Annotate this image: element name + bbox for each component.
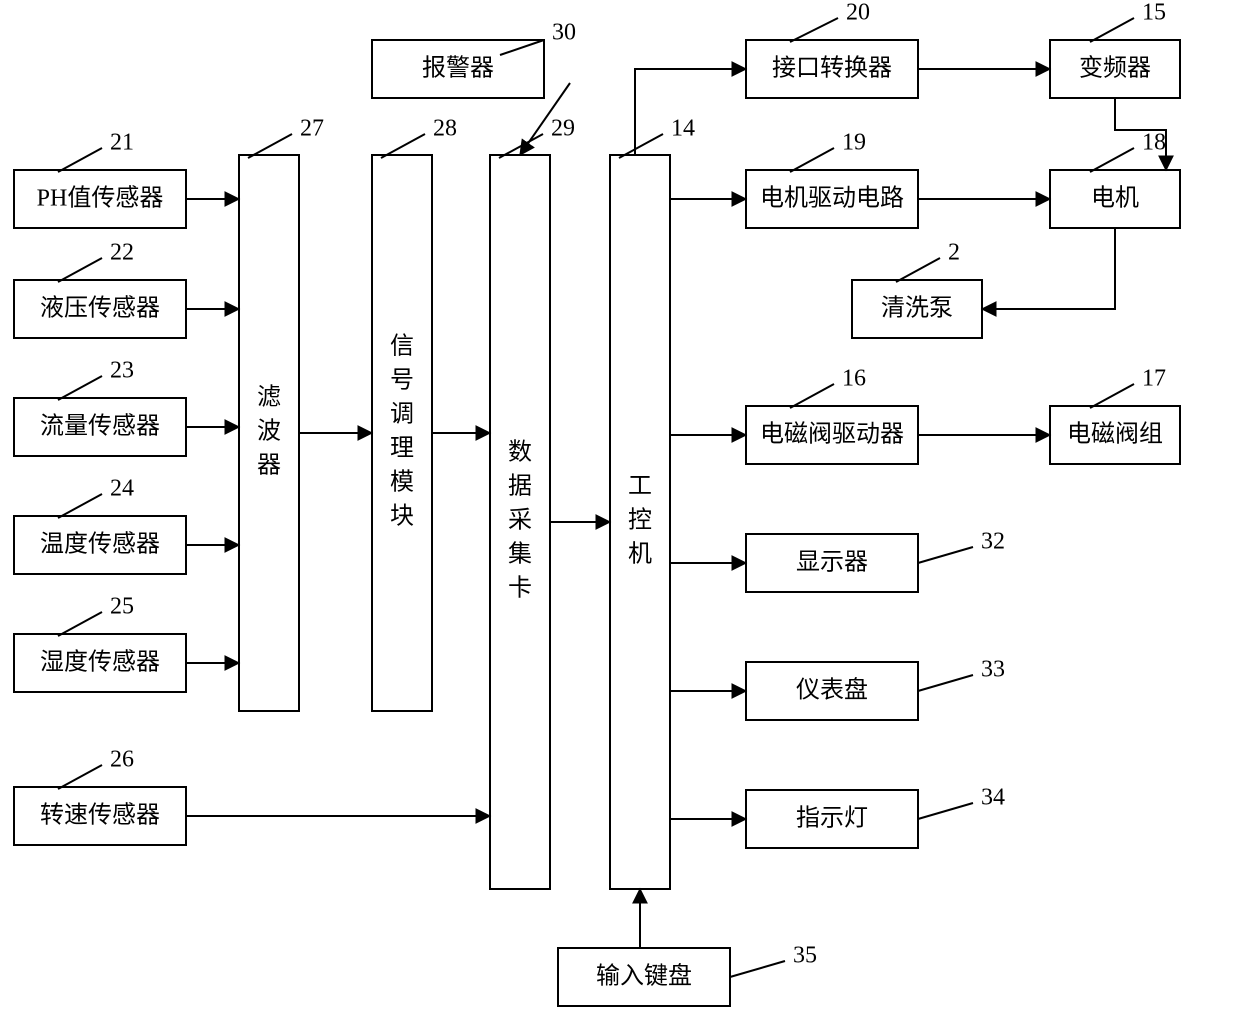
motor-box: 电机 18 xyxy=(1050,130,1180,229)
display-label: 显示器 xyxy=(796,550,868,576)
filter-label: 滤 xyxy=(257,384,281,411)
solenoidDriver-leader xyxy=(790,384,834,408)
hydraulicSensor-box: 液压传感器 22 xyxy=(14,240,186,339)
humiditySensor-leader xyxy=(58,612,102,636)
solenoidGroup-id: 17 xyxy=(1142,366,1166,392)
dashboard-leader xyxy=(918,675,973,691)
indicator-id: 34 xyxy=(981,785,1005,811)
display-box: 显示器 32 xyxy=(746,529,1005,593)
ipc-label: 机 xyxy=(628,541,652,568)
interfaceConv-id: 20 xyxy=(846,0,870,26)
keyboard-label: 输入键盘 xyxy=(596,963,692,990)
ipc-id: 14 xyxy=(671,116,695,142)
flowSensor-id: 23 xyxy=(110,358,134,384)
filter-box: 滤波器 27 xyxy=(239,116,324,712)
flowSensor-box: 流量传感器 23 xyxy=(14,358,186,457)
ipc-label: 控 xyxy=(628,507,652,534)
solenoidDriver-id: 16 xyxy=(842,366,866,392)
phSensor-id: 21 xyxy=(110,130,134,156)
motorDriver-leader xyxy=(790,148,834,172)
motor-label: 电机 xyxy=(1091,185,1139,212)
hydraulicSensor-id: 22 xyxy=(110,240,134,266)
tempSensor-label: 温度传感器 xyxy=(40,531,160,558)
speedSensor-id: 26 xyxy=(110,747,134,773)
filter-label: 器 xyxy=(257,453,281,479)
washPump-box: 清洗泵 2 xyxy=(852,240,982,339)
daq-label: 卡 xyxy=(508,575,532,602)
interfaceConv-label: 接口转换器 xyxy=(772,55,892,82)
inverter-label: 变频器 xyxy=(1079,55,1151,82)
display-leader xyxy=(918,547,973,563)
connector-18 xyxy=(635,69,746,155)
motorDriver-id: 19 xyxy=(842,130,866,156)
daq-id: 29 xyxy=(551,116,575,142)
humiditySensor-box: 湿度传感器 25 xyxy=(14,594,186,693)
motor-leader xyxy=(1090,148,1134,172)
humiditySensor-id: 25 xyxy=(110,594,134,620)
signalCond-label: 号 xyxy=(390,368,414,394)
phSensor-label: PH值传感器 xyxy=(37,185,164,212)
motorDriver-label: 电机驱动电路 xyxy=(760,185,904,212)
signalCond-id: 28 xyxy=(433,116,457,142)
keyboard-box: 输入键盘 35 xyxy=(558,943,817,1007)
washPump-label: 清洗泵 xyxy=(881,295,953,322)
dashboard-box: 仪表盘 33 xyxy=(746,657,1005,721)
hydraulicSensor-label: 液压传感器 xyxy=(40,295,160,322)
alarm-label: 报警器 xyxy=(422,55,494,82)
interfaceConv-leader xyxy=(790,18,838,42)
daq-box: 数据采集卡 29 xyxy=(490,116,575,890)
dashboard-id: 33 xyxy=(981,657,1005,683)
daq-label: 数 xyxy=(508,439,532,466)
speedSensor-box: 转速传感器 26 xyxy=(14,747,186,846)
solenoidGroup-box: 电磁阀组 17 xyxy=(1050,366,1180,465)
ipc-box: 工控机 14 xyxy=(610,116,695,890)
inverter-id: 15 xyxy=(1142,0,1166,26)
humiditySensor-label: 湿度传感器 xyxy=(40,649,160,676)
signalCond-label: 信 xyxy=(390,333,414,360)
signalCond-label: 调 xyxy=(390,401,414,428)
signalCond-label: 理 xyxy=(390,436,414,462)
daq-label: 集 xyxy=(508,541,532,568)
ipc-label: 工 xyxy=(628,474,652,500)
dashboard-label: 仪表盘 xyxy=(796,677,868,704)
indicator-leader xyxy=(918,803,973,819)
interfaceConv-box: 接口转换器 20 xyxy=(746,0,918,98)
tempSensor-id: 24 xyxy=(110,476,134,502)
daq-label: 据 xyxy=(508,473,532,500)
tempSensor-box: 温度传感器 24 xyxy=(14,476,186,575)
solenoidDriver-label: 电磁阀驱动器 xyxy=(760,421,904,448)
motor-id: 18 xyxy=(1142,130,1166,156)
motorDriver-box: 电机驱动电路 19 xyxy=(746,130,918,229)
solenoidGroup-label: 电磁阀组 xyxy=(1067,421,1163,448)
display-id: 32 xyxy=(981,529,1005,555)
keyboard-leader xyxy=(730,961,785,977)
speedSensor-label: 转速传感器 xyxy=(40,802,160,829)
signalCond-label: 块 xyxy=(390,503,414,530)
keyboard-id: 35 xyxy=(793,943,817,969)
hydraulicSensor-leader xyxy=(58,258,102,282)
tempSensor-leader xyxy=(58,494,102,518)
flowSensor-label: 流量传感器 xyxy=(40,413,160,440)
solenoidDriver-box: 电磁阀驱动器 16 xyxy=(746,366,918,465)
phSensor-box: PH值传感器 21 xyxy=(14,130,186,229)
indicator-box: 指示灯 34 xyxy=(746,785,1005,849)
daq-label: 采 xyxy=(508,507,532,534)
phSensor-leader xyxy=(58,148,102,172)
filter-label: 波 xyxy=(257,418,281,445)
signalCond-box: 信号调理模块 28 xyxy=(372,116,457,712)
washPump-leader xyxy=(896,258,940,282)
filter-id: 27 xyxy=(300,116,324,142)
inverter-box: 变频器 15 xyxy=(1050,0,1180,98)
alarm-box: 报警器 30 xyxy=(372,20,576,99)
inverter-leader xyxy=(1090,18,1134,42)
alarm-id: 30 xyxy=(552,20,576,46)
washPump-id: 2 xyxy=(948,240,960,266)
solenoidGroup-leader xyxy=(1090,384,1134,408)
flowSensor-leader xyxy=(58,376,102,400)
indicator-label: 指示灯 xyxy=(796,805,868,832)
connector-20 xyxy=(982,228,1115,309)
speedSensor-leader xyxy=(58,765,102,789)
signalCond-label: 模 xyxy=(390,469,414,496)
